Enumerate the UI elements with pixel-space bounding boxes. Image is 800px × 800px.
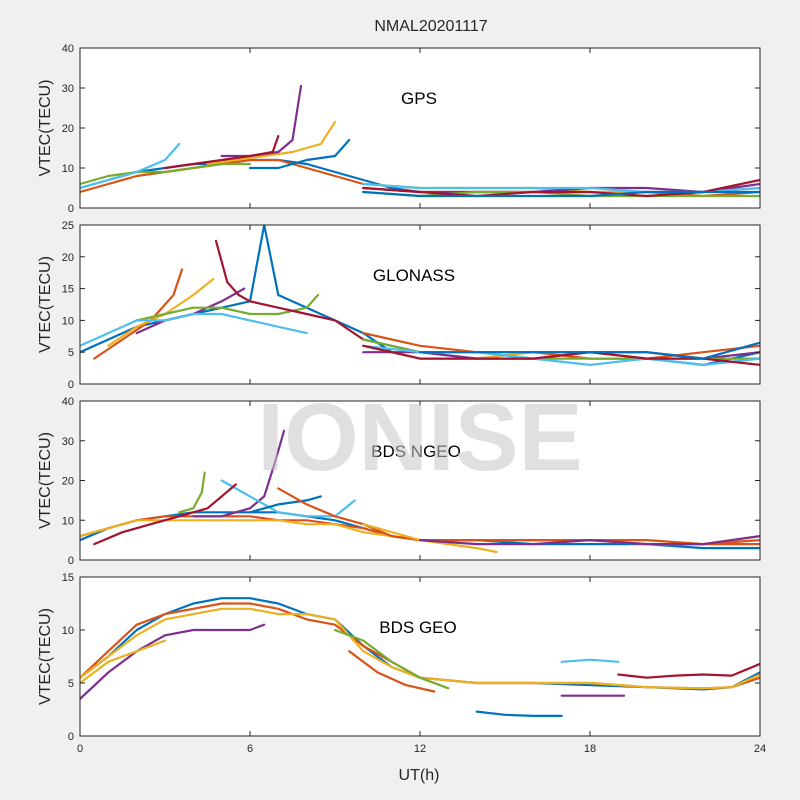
x-tick-label-2: 12 bbox=[414, 743, 426, 755]
y-axis-label-0: VTEC(TECU) bbox=[37, 80, 54, 177]
y-tick-label-2-3: 30 bbox=[62, 436, 74, 448]
series-line-2-8 bbox=[277, 487, 760, 546]
series-line-3-4 bbox=[333, 628, 450, 690]
y-tick-label-3-1: 5 bbox=[68, 678, 74, 690]
y-tick-label-2-0: 0 bbox=[68, 555, 74, 567]
series-line-0-3 bbox=[220, 84, 303, 158]
y-tick-label-2-2: 20 bbox=[62, 476, 74, 488]
plot-area-0 bbox=[80, 48, 760, 208]
series-line-2-6 bbox=[93, 483, 237, 546]
y-tick-label-1-4: 20 bbox=[62, 252, 74, 264]
y-tick-label-1-3: 15 bbox=[62, 284, 74, 296]
panels-group: 0 10 20 30 40 VTEC(TECU) GPS 0 5 10 15 20 25 VTEC(TEC… bbox=[37, 43, 766, 755]
series-group-3 bbox=[80, 597, 760, 718]
x-axis-label: UT(h) bbox=[399, 767, 440, 784]
x-tick-label-4: 24 bbox=[754, 743, 766, 755]
panel-1: 0 5 10 15 20 25 VTEC(TECU) GLONASS bbox=[37, 220, 761, 391]
series-line-2-4 bbox=[178, 471, 206, 514]
series-line-2-3 bbox=[192, 429, 286, 518]
panel-label-3: BDS GEO bbox=[379, 618, 456, 637]
x-tick-label-3: 18 bbox=[584, 743, 596, 755]
series-line-1-6 bbox=[214, 239, 365, 341]
series-line-3-5 bbox=[560, 658, 620, 663]
y-axis-label-1: VTEC(TECU) bbox=[37, 256, 54, 353]
panel-label-1: GLONASS bbox=[373, 266, 455, 285]
series-line-0-2 bbox=[206, 120, 337, 166]
y-tick-label-0-0: 0 bbox=[68, 203, 74, 215]
series-line-3-3 bbox=[80, 623, 266, 701]
series-line-2-5 bbox=[220, 479, 356, 518]
series-line-0-7 bbox=[248, 138, 351, 170]
series-line-0-5 bbox=[80, 142, 181, 190]
y-tick-label-1-2: 10 bbox=[62, 315, 74, 327]
panel-label-0: GPS bbox=[401, 89, 437, 108]
watermark: IONISE bbox=[257, 384, 582, 491]
series-line-1-14 bbox=[418, 341, 760, 360]
series-line-2-9 bbox=[362, 523, 498, 554]
series-line-2-7 bbox=[248, 495, 322, 514]
series-group-0 bbox=[80, 84, 760, 198]
series-line-3-8 bbox=[348, 650, 436, 693]
y-tick-label-0-1: 10 bbox=[62, 163, 74, 175]
chart-title: NMAL20201117 bbox=[374, 18, 487, 35]
series-line-2-10 bbox=[418, 534, 760, 546]
panel-label-2: BDS NGEO bbox=[371, 442, 461, 461]
series-group-2 bbox=[80, 429, 760, 554]
plot-area-2 bbox=[80, 401, 760, 560]
y-tick-label-0-4: 40 bbox=[62, 43, 74, 55]
series-group-1 bbox=[80, 225, 760, 366]
series-line-0-4 bbox=[80, 162, 252, 186]
plot-area-3 bbox=[80, 577, 760, 736]
y-tick-label-1-5: 25 bbox=[62, 220, 74, 232]
x-tick-label-0: 0 bbox=[77, 743, 83, 755]
y-axis-label-2: VTEC(TECU) bbox=[37, 432, 54, 529]
series-line-3-7 bbox=[475, 710, 563, 718]
y-tick-label-3-0: 0 bbox=[68, 731, 74, 743]
panel-2: 0 10 20 30 40 VTEC(TECU) BDS NGEO bbox=[37, 396, 761, 567]
y-tick-label-2-4: 40 bbox=[62, 396, 74, 408]
series-line-1-5 bbox=[80, 312, 308, 347]
y-tick-label-2-1: 10 bbox=[62, 515, 74, 527]
panel-0: 0 10 20 30 40 VTEC(TECU) GPS bbox=[37, 43, 761, 215]
series-line-3-9 bbox=[80, 639, 167, 685]
y-axis-label-3: VTEC(TECU) bbox=[37, 608, 54, 705]
series-line-0-6 bbox=[163, 134, 280, 170]
series-line-3-6 bbox=[617, 662, 760, 679]
panel-3: 0 5 10 15 0 6 12 18 24 VTEC(TECU) BDS GEO bbox=[37, 572, 766, 755]
y-tick-label-1-1: 5 bbox=[68, 347, 74, 359]
y-tick-label-3-3: 15 bbox=[62, 572, 74, 584]
series-line-1-4 bbox=[135, 293, 320, 322]
y-tick-label-1-0: 0 bbox=[68, 379, 74, 391]
y-tick-label-0-2: 20 bbox=[62, 123, 74, 135]
y-tick-label-0-3: 30 bbox=[62, 83, 74, 95]
y-tick-label-3-2: 10 bbox=[62, 625, 74, 637]
series-line-0-14 bbox=[362, 190, 760, 198]
x-tick-label-1: 6 bbox=[247, 743, 253, 755]
